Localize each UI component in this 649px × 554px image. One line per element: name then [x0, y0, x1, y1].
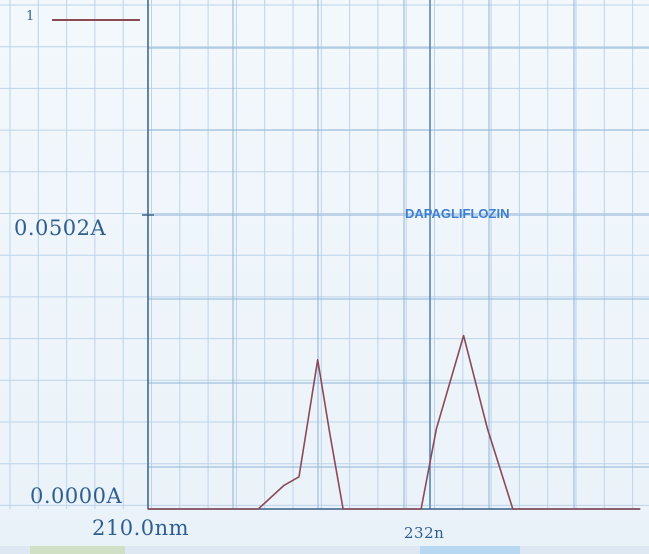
data-point: [393, 508, 395, 510]
x-axis-start-label: 210.0nm: [92, 516, 190, 540]
data-point: [463, 335, 465, 337]
y-axis-top-label: 0.0502A: [14, 216, 107, 240]
data-point: [576, 508, 578, 510]
data-point: [342, 508, 344, 510]
data-point: [420, 508, 422, 510]
data-point: [147, 508, 149, 510]
data-point: [486, 427, 488, 429]
legend-label: 1: [26, 9, 35, 24]
status-segment: [30, 546, 125, 554]
data-point: [227, 508, 229, 510]
data-point: [317, 359, 319, 361]
status-segment: [420, 546, 520, 554]
data-point: [435, 428, 437, 430]
data-point: [298, 476, 300, 478]
data-point: [328, 431, 331, 433]
data-point: [525, 508, 527, 510]
data-point: [639, 508, 641, 510]
status-strip: [0, 546, 649, 554]
legend-swatch: [52, 19, 140, 21]
data-point: [257, 508, 259, 510]
data-point: [541, 508, 543, 510]
peak-annotation: DAPAGLIFLOZIN: [405, 206, 510, 221]
y-axis-bottom-label: 0.0000A: [30, 484, 123, 508]
data-point: [561, 508, 563, 510]
data-point: [283, 485, 285, 487]
data-point: [240, 508, 242, 510]
data-point: [512, 508, 514, 510]
x-axis-end-label: 232n: [404, 524, 445, 542]
data-point: [366, 508, 368, 510]
